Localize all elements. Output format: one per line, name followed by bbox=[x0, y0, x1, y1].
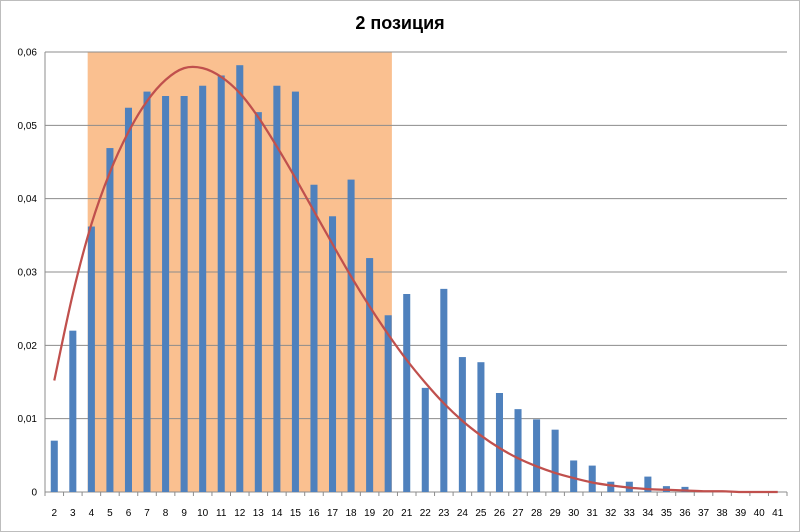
bar bbox=[384, 315, 392, 492]
x-tick-label: 36 bbox=[679, 508, 691, 519]
x-tick-label: 40 bbox=[754, 508, 766, 519]
x-tick-label: 13 bbox=[253, 508, 265, 519]
x-tick-label: 14 bbox=[271, 508, 283, 519]
bar bbox=[347, 179, 355, 492]
bar bbox=[69, 330, 77, 492]
bar bbox=[162, 96, 170, 492]
bar bbox=[199, 85, 207, 492]
x-tick-label: 10 bbox=[197, 508, 209, 519]
bar bbox=[551, 429, 559, 492]
x-tick-label: 38 bbox=[717, 508, 729, 519]
x-tick-label: 21 bbox=[401, 508, 413, 519]
bar bbox=[273, 85, 281, 492]
x-tick-label: 18 bbox=[346, 508, 358, 519]
x-tick-label: 6 bbox=[126, 508, 132, 519]
bar bbox=[607, 481, 615, 492]
y-tick-label: 0,05 bbox=[18, 121, 38, 132]
bar bbox=[236, 65, 244, 492]
bar bbox=[644, 476, 652, 492]
x-tick-label: 39 bbox=[735, 508, 747, 519]
x-tick-label: 7 bbox=[144, 508, 150, 519]
x-tick-label: 26 bbox=[494, 508, 506, 519]
x-tick-label: 4 bbox=[89, 508, 95, 519]
x-tick-label: 2 bbox=[51, 508, 57, 519]
bar bbox=[366, 258, 374, 492]
bar bbox=[180, 96, 188, 492]
bar bbox=[458, 357, 466, 492]
bar bbox=[495, 393, 503, 492]
x-tick-label: 15 bbox=[290, 508, 302, 519]
x-tick-label: 28 bbox=[531, 508, 543, 519]
bar bbox=[440, 288, 448, 492]
x-tick-label: 11 bbox=[216, 508, 227, 519]
x-tick-label: 35 bbox=[661, 508, 673, 519]
y-tick-label: 0,01 bbox=[18, 414, 38, 425]
bar bbox=[533, 419, 541, 492]
x-tick-label: 16 bbox=[308, 508, 320, 519]
x-tick-label: 12 bbox=[234, 508, 246, 519]
x-tick-label: 19 bbox=[364, 508, 376, 519]
bar bbox=[329, 216, 337, 492]
x-tick-label: 24 bbox=[457, 508, 469, 519]
bar bbox=[403, 294, 411, 492]
x-tick-label: 37 bbox=[698, 508, 710, 519]
y-tick-label: 0,03 bbox=[18, 268, 38, 279]
x-tick-label: 22 bbox=[420, 508, 432, 519]
x-tick-label: 33 bbox=[624, 508, 636, 519]
y-tick-label: 0 bbox=[31, 488, 37, 499]
x-tick-label: 27 bbox=[512, 508, 524, 519]
x-tick-label: 3 bbox=[70, 508, 76, 519]
y-tick-label: 0,06 bbox=[18, 48, 38, 59]
x-tick-label: 8 bbox=[163, 508, 169, 519]
bar bbox=[87, 226, 95, 493]
bar bbox=[514, 409, 522, 492]
bar bbox=[50, 440, 58, 492]
x-tick-label: 9 bbox=[181, 508, 187, 519]
y-tick-label: 0,04 bbox=[18, 194, 38, 205]
x-tick-label: 20 bbox=[383, 508, 395, 519]
bar bbox=[217, 75, 225, 492]
x-tick-label: 30 bbox=[568, 508, 580, 519]
x-tick-label: 17 bbox=[327, 508, 339, 519]
fit-curve bbox=[53, 65, 778, 494]
x-tick-label: 34 bbox=[642, 508, 654, 519]
x-tick-label: 32 bbox=[605, 508, 617, 519]
x-tick-label: 5 bbox=[107, 508, 113, 519]
bar bbox=[106, 148, 114, 493]
chart-title: 2 позиция bbox=[355, 13, 445, 33]
bar bbox=[588, 465, 596, 492]
x-tick-label: 29 bbox=[550, 508, 562, 519]
bar bbox=[310, 184, 318, 492]
bar bbox=[570, 460, 578, 492]
bar bbox=[124, 107, 132, 492]
bar bbox=[421, 387, 429, 492]
x-tick-label: 41 bbox=[772, 508, 784, 519]
y-tick-label: 0,02 bbox=[18, 341, 38, 352]
bar bbox=[477, 362, 485, 492]
x-tick-label: 23 bbox=[438, 508, 450, 519]
x-tick-label: 31 bbox=[587, 508, 599, 519]
bar bbox=[291, 91, 299, 492]
bar bbox=[254, 112, 262, 492]
x-tick-label: 25 bbox=[475, 508, 487, 519]
bar bbox=[143, 91, 151, 492]
